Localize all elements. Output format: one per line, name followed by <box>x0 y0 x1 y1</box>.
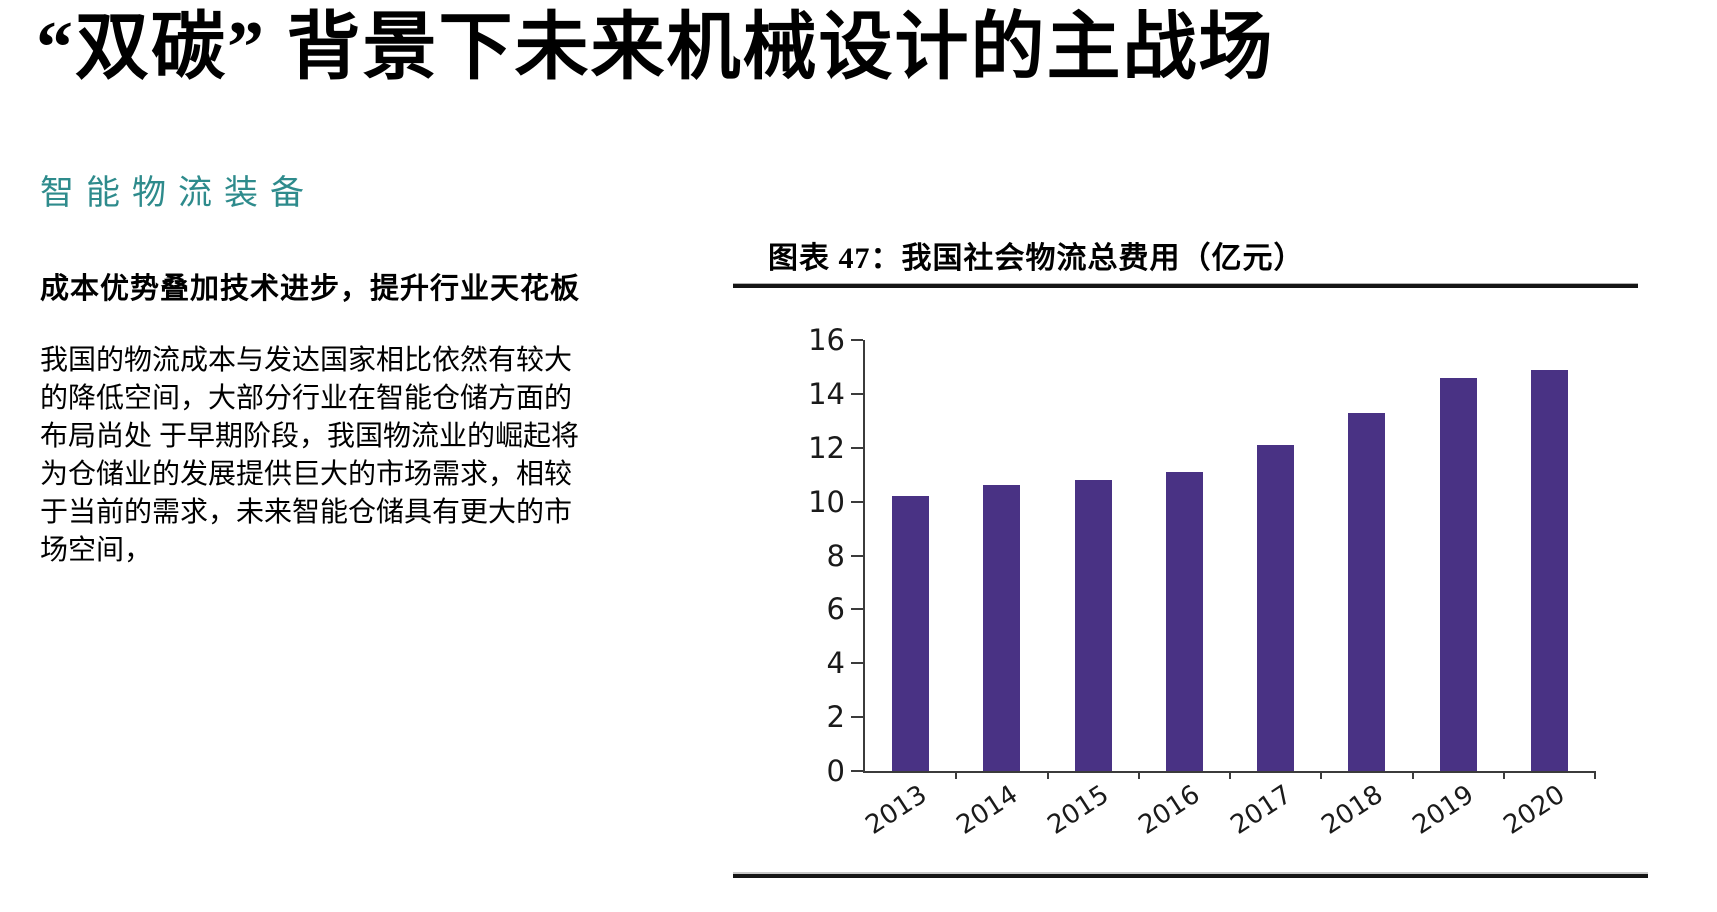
x-axis-label-2019: 2019 <box>1407 779 1480 841</box>
bar-2013 <box>892 496 930 771</box>
bar-2019 <box>1439 377 1477 771</box>
paragraph-line: 的降低空间，大部分行业在智能仓储方面的 <box>40 383 573 414</box>
y-axis-tick <box>851 500 863 503</box>
y-axis-label: 2 <box>826 700 845 735</box>
y-axis-tick <box>851 446 863 449</box>
x-axis-tick <box>1229 771 1231 779</box>
paragraph-line: 于当前的需求，未来智能仓储具有更大的市 <box>40 497 573 528</box>
y-axis-tick <box>851 662 863 665</box>
y-axis-tick <box>851 608 863 611</box>
bar-2020 <box>1530 369 1568 771</box>
bar-2014 <box>983 485 1021 771</box>
y-axis-label: 4 <box>826 646 845 681</box>
x-axis-tick <box>1594 771 1596 779</box>
y-axis-label: 12 <box>808 430 845 465</box>
paragraph-line: 布局尚处 于早期阶段，我国物流业的崛起将 <box>40 421 580 452</box>
x-axis-label-2017: 2017 <box>1225 779 1297 841</box>
y-axis-tick <box>851 392 863 395</box>
bar-chart: 0 2 4 6 8 10 12 14 16 2013 2014 2015 2016 2017 2018 201… <box>808 324 1596 841</box>
bar-2017 <box>1257 445 1295 771</box>
x-axis-tick <box>1411 771 1414 779</box>
y-axis-tick <box>851 716 863 719</box>
x-axis-label-2018: 2018 <box>1316 779 1389 841</box>
paragraph-line: 场空间， <box>40 535 153 566</box>
paragraph-line: 我国的物流成本与发达国家相比依然有较大 <box>40 345 573 376</box>
page-title: “双碳” 背景下未来机械设计的主战场 <box>36 7 1275 89</box>
x-axis-label-2016: 2016 <box>1133 779 1206 841</box>
bar-2018 <box>1348 412 1386 771</box>
x-axis-tick <box>1320 771 1323 779</box>
x-axis-label-2015: 2015 <box>1042 779 1115 841</box>
y-axis-label: 0 <box>826 754 845 788</box>
paragraph-line: 为仓储业的发展提供巨大的市场需求，相较 <box>40 459 573 490</box>
body-paragraph: 我国的物流成本与发达国家相比依然有较大 的降低空间，大部分行业在智能仓储方面的 布局… <box>40 342 720 570</box>
x-axis-tick <box>1137 771 1140 779</box>
y-axis-tick <box>851 770 863 772</box>
x-axis-tick <box>1046 771 1049 779</box>
section-heading: 智能物流装备 <box>40 175 316 212</box>
y-axis-label: 10 <box>808 484 845 519</box>
bar-2015 <box>1074 480 1112 771</box>
x-axis-label-2013: 2013 <box>860 779 932 841</box>
y-axis-label: 16 <box>808 323 845 357</box>
bar-2016 <box>1165 472 1203 771</box>
figure-bottom-rule <box>733 874 1648 878</box>
y-axis-tick <box>851 554 863 557</box>
figure-caption-underline <box>733 284 1638 288</box>
figure-caption: 图表 47：我国社会物流总费用（亿元） <box>768 242 1305 275</box>
y-axis-label: 6 <box>826 592 845 627</box>
x-axis-tick <box>955 771 958 779</box>
x-axis-tick <box>1502 771 1505 779</box>
paragraph-subheading: 成本优势叠加技术进步，提升行业天花板 <box>40 273 581 305</box>
y-axis-tick <box>851 339 863 341</box>
y-axis-label: 8 <box>826 538 845 573</box>
x-axis-label-2014: 2014 <box>951 779 1024 841</box>
x-axis-label-2020: 2020 <box>1498 779 1571 841</box>
y-axis-label: 14 <box>808 376 845 411</box>
